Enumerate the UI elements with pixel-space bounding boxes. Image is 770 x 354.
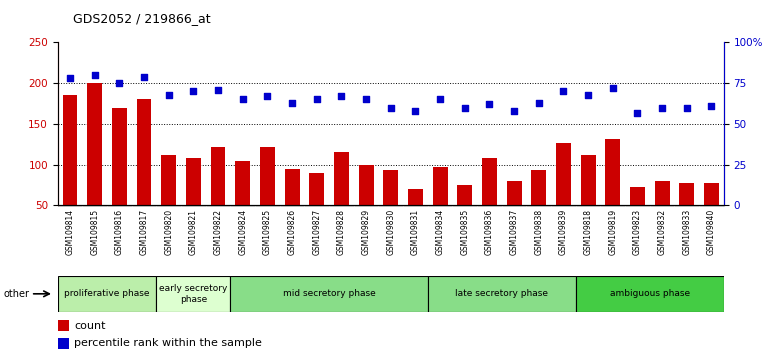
Bar [581, 155, 595, 205]
Point [310, 97, 323, 102]
Bar [428, 276, 576, 312]
Bar [408, 189, 423, 205]
Text: GSM109829: GSM109829 [362, 209, 370, 255]
Bar [162, 155, 176, 205]
Text: count: count [75, 321, 106, 331]
Text: GSM109833: GSM109833 [682, 209, 691, 255]
Text: GSM109814: GSM109814 [65, 209, 75, 255]
Point [286, 100, 298, 105]
Point [410, 108, 422, 114]
Text: GSM109827: GSM109827 [313, 209, 321, 255]
Point [138, 74, 150, 80]
Point [508, 108, 521, 114]
Bar [186, 158, 201, 205]
Text: GSM109826: GSM109826 [288, 209, 296, 255]
Text: GSM109836: GSM109836 [485, 209, 494, 255]
Bar [507, 181, 521, 205]
Bar [334, 152, 349, 205]
Bar [654, 181, 670, 205]
Text: GSM109815: GSM109815 [90, 209, 99, 255]
Bar [630, 187, 644, 205]
Text: GSM109838: GSM109838 [534, 209, 544, 255]
Point [360, 97, 372, 102]
Bar [87, 83, 102, 205]
Bar [230, 276, 428, 312]
Bar [112, 108, 127, 205]
Bar [285, 169, 300, 205]
Text: mid secretory phase: mid secretory phase [283, 289, 376, 298]
Bar [236, 161, 250, 205]
Bar [679, 183, 695, 205]
Text: GSM109822: GSM109822 [213, 209, 223, 255]
Text: GSM109824: GSM109824 [238, 209, 247, 255]
Text: early secretory
phase: early secretory phase [159, 284, 228, 303]
Bar [704, 183, 719, 205]
Point [212, 87, 224, 92]
Point [64, 75, 76, 81]
Bar [383, 170, 398, 205]
Text: GSM109828: GSM109828 [337, 209, 346, 255]
Bar [211, 147, 226, 205]
Bar [137, 99, 152, 205]
Text: ambiguous phase: ambiguous phase [610, 289, 690, 298]
Point [113, 80, 126, 86]
Text: late secretory phase: late secretory phase [455, 289, 548, 298]
Text: GSM109832: GSM109832 [658, 209, 667, 255]
Text: GSM109817: GSM109817 [139, 209, 149, 255]
Bar [433, 167, 447, 205]
Text: GSM109840: GSM109840 [707, 209, 716, 255]
Bar [576, 276, 724, 312]
Text: GSM109834: GSM109834 [436, 209, 444, 255]
Bar [58, 320, 69, 331]
Point [705, 103, 718, 109]
Point [162, 92, 175, 97]
Text: GSM109820: GSM109820 [164, 209, 173, 255]
Text: percentile rank within the sample: percentile rank within the sample [75, 338, 263, 348]
Point [89, 72, 101, 78]
Bar [58, 338, 69, 349]
Text: GSM109830: GSM109830 [387, 209, 395, 255]
Bar [482, 158, 497, 205]
Bar [556, 143, 571, 205]
Bar [310, 173, 324, 205]
Point [335, 93, 347, 99]
Point [459, 105, 471, 110]
Text: proliferative phase: proliferative phase [65, 289, 150, 298]
Bar [260, 147, 275, 205]
Text: GSM109835: GSM109835 [460, 209, 469, 255]
Point [434, 97, 447, 102]
Point [607, 85, 619, 91]
Text: GSM109837: GSM109837 [510, 209, 519, 255]
Point [384, 105, 397, 110]
Bar [457, 185, 472, 205]
Text: GSM109831: GSM109831 [411, 209, 420, 255]
Bar [359, 165, 373, 205]
Bar [62, 96, 78, 205]
Bar [531, 170, 546, 205]
Text: GSM109818: GSM109818 [584, 209, 593, 255]
Text: GSM109819: GSM109819 [608, 209, 618, 255]
Bar [58, 276, 156, 312]
Bar [156, 276, 230, 312]
Text: GSM109823: GSM109823 [633, 209, 642, 255]
Point [656, 105, 668, 110]
Point [631, 110, 644, 115]
Point [557, 88, 570, 94]
Text: GSM109821: GSM109821 [189, 209, 198, 255]
Point [236, 97, 249, 102]
Point [582, 92, 594, 97]
Point [681, 105, 693, 110]
Text: other: other [4, 289, 30, 299]
Point [533, 100, 545, 105]
Text: GSM109816: GSM109816 [115, 209, 124, 255]
Text: GSM109825: GSM109825 [263, 209, 272, 255]
Bar [605, 139, 620, 205]
Point [261, 93, 273, 99]
Point [484, 102, 496, 107]
Point [187, 88, 199, 94]
Text: GDS2052 / 219866_at: GDS2052 / 219866_at [73, 12, 211, 25]
Text: GSM109839: GSM109839 [559, 209, 568, 255]
